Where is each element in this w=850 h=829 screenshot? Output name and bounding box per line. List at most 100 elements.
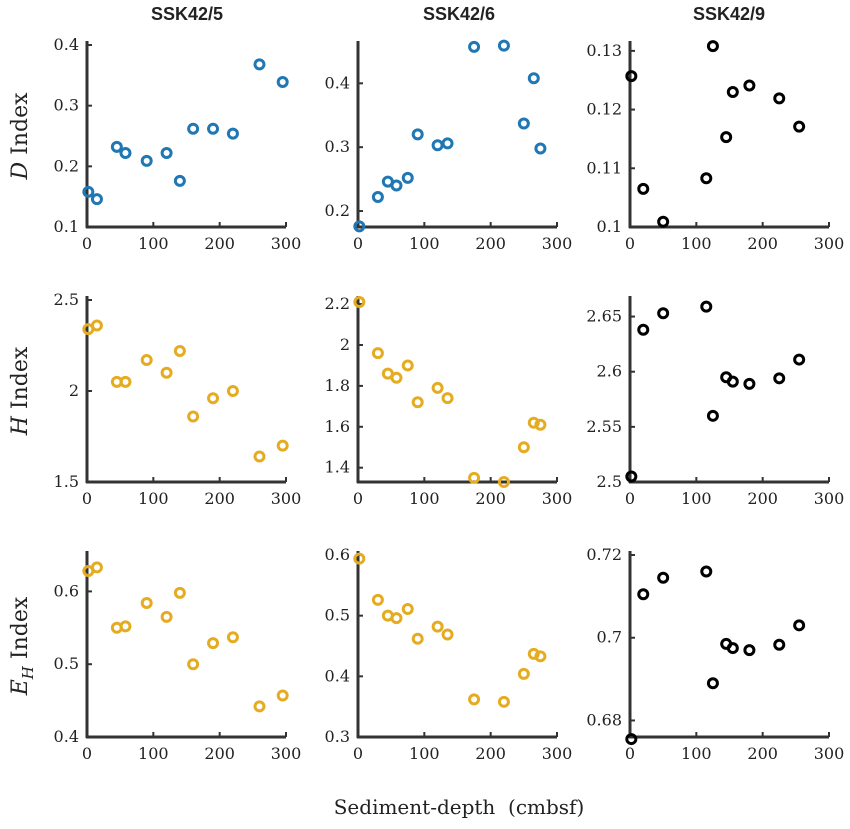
data-point <box>160 146 173 159</box>
x-tick-label: 300 <box>271 489 302 508</box>
y-tick-label: 2.5 <box>54 290 79 309</box>
scatter-panel: 0 100 200 300 0.1 0.11 0.12 0.13 <box>586 40 844 253</box>
data-point <box>706 677 719 690</box>
data-point <box>140 354 153 367</box>
x-tick-label: 300 <box>542 234 573 253</box>
row-label: H Index <box>8 346 33 436</box>
data-point <box>657 571 670 584</box>
data-point <box>90 319 103 332</box>
data-point <box>90 561 103 574</box>
data-point <box>82 185 95 198</box>
data-point <box>119 375 132 388</box>
data-point <box>743 644 756 657</box>
data-point <box>187 658 200 671</box>
data-point <box>534 418 547 431</box>
x-tick-label: 300 <box>542 489 573 508</box>
data-point <box>276 76 289 89</box>
data-point <box>411 128 424 141</box>
x-tick-label: 100 <box>138 744 169 763</box>
y-tick-label: 2.2 <box>325 294 350 313</box>
x-tick-label: 300 <box>271 744 302 763</box>
x-tick-label: 100 <box>138 234 169 253</box>
y-tick-label: 0.4 <box>54 727 79 746</box>
data-point <box>517 117 530 130</box>
row-label: D Index <box>8 92 33 181</box>
data-point <box>743 79 756 92</box>
data-point <box>441 137 454 150</box>
data-point <box>401 359 414 372</box>
data-point <box>700 300 713 313</box>
data-point <box>793 619 806 632</box>
data-point <box>657 307 670 320</box>
data-point <box>207 392 220 405</box>
data-point <box>441 628 454 641</box>
data-point <box>726 375 739 388</box>
x-tick-label: 0 <box>82 489 92 508</box>
row-label-text: Index <box>8 596 33 666</box>
data-point <box>793 120 806 133</box>
x-tick-label: 300 <box>271 234 302 253</box>
x-tick-label: 200 <box>747 234 778 253</box>
x-tick-label: 300 <box>542 744 573 763</box>
row-label-text: Index <box>8 92 33 162</box>
column-title-ssk42-5: SSK42/5 <box>151 4 223 24</box>
y-tick-label: 2 <box>340 335 350 354</box>
x-tick-label: 0 <box>353 489 363 508</box>
row-label-symbol: D <box>8 162 33 181</box>
y-tick-label: 2 <box>69 381 79 400</box>
data-point <box>534 650 547 663</box>
data-point <box>110 140 123 153</box>
data-point <box>276 439 289 452</box>
data-point <box>431 139 444 152</box>
data-point <box>207 637 220 650</box>
x-tick-label: 200 <box>475 744 506 763</box>
data-point <box>390 371 403 384</box>
y-tick-label: 0.68 <box>586 710 622 729</box>
x-tick-label: 300 <box>814 489 845 508</box>
data-point <box>625 470 638 483</box>
data-point <box>119 620 132 633</box>
data-point <box>625 70 638 83</box>
data-point <box>637 588 650 601</box>
y-tick-label: 0.3 <box>54 96 79 115</box>
x-tick-label: 200 <box>475 234 506 253</box>
y-tick-label: 1.4 <box>325 458 350 477</box>
data-point <box>160 610 173 623</box>
x-tick-label: 0 <box>625 489 635 508</box>
data-point <box>441 392 454 405</box>
x-axis-label: Sediment-depth (cmbsf) <box>334 795 585 819</box>
data-point <box>793 353 806 366</box>
data-point <box>517 441 530 454</box>
data-point <box>743 377 756 390</box>
data-point <box>187 410 200 423</box>
data-point <box>517 667 530 680</box>
data-point <box>226 127 239 140</box>
data-point <box>353 296 366 309</box>
data-point <box>706 409 719 422</box>
y-tick-label: 0.6 <box>54 581 79 600</box>
y-tick-label: 0.4 <box>54 35 79 54</box>
row-label-text: Index <box>8 346 33 416</box>
data-point <box>527 72 540 85</box>
data-point <box>276 689 289 702</box>
y-tick-label: 0.7 <box>597 628 622 647</box>
data-point <box>726 85 739 98</box>
scatter-panel: 0 100 200 300 1.5 2 2.5 <box>54 290 302 508</box>
x-tick-label: 0 <box>625 234 635 253</box>
data-point <box>226 385 239 397</box>
y-tick-label: 0.11 <box>586 158 622 177</box>
data-point <box>431 381 444 394</box>
data-point <box>657 215 670 228</box>
data-point <box>253 700 266 713</box>
row-label: EH Index <box>8 596 37 696</box>
data-point <box>468 693 481 706</box>
data-point <box>187 122 200 135</box>
x-tick-label: 100 <box>138 489 169 508</box>
y-tick-label: 0.3 <box>325 137 350 156</box>
x-tick-label: 300 <box>814 744 845 763</box>
row-label-subscript: H <box>19 665 37 680</box>
row-label-symbol: E <box>8 679 33 696</box>
x-tick-label: 200 <box>204 489 235 508</box>
y-tick-label: 0.72 <box>586 545 622 564</box>
